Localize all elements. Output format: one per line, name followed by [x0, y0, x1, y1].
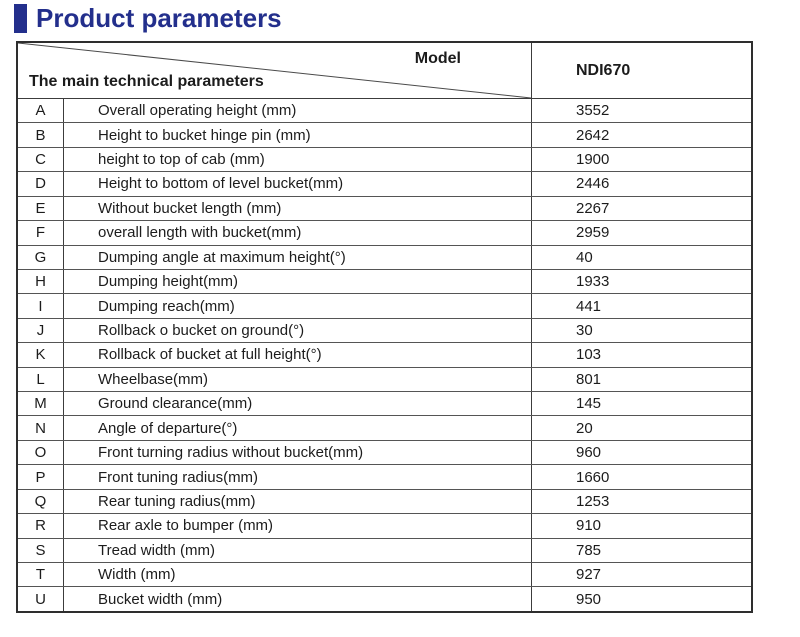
table-row: U Bucket width (mm) 950: [18, 586, 751, 611]
row-letter: I: [18, 294, 64, 318]
row-letter: L: [18, 367, 64, 392]
row-value: 30: [576, 322, 593, 339]
diagonal-divider-line: [18, 43, 531, 98]
row-value: 103: [576, 346, 602, 364]
row-label: Rear tuning radius(mm): [64, 489, 532, 514]
row-value: 1933: [576, 273, 610, 291]
table-body: A Overall operating height (mm) 3552 B H…: [18, 99, 751, 611]
table-row: K Rollback of bucket at full height(°) 1…: [18, 342, 751, 367]
row-value: 2267: [576, 199, 610, 217]
table-row: J Rollback o bucket on ground(°) 30: [18, 317, 751, 343]
table-row: D Height to bottom of level bucket(mm) 2…: [18, 171, 751, 196]
table-row: F overall length with bucket(mm) 2959: [18, 220, 751, 245]
row-label: Height to bucket hinge pin (mm): [64, 123, 532, 147]
row-label: Wheelbase(mm): [64, 367, 532, 392]
table-row: C height to top of cab (mm) 1900: [18, 146, 751, 172]
row-letter: J: [18, 318, 64, 343]
row-value: 801: [576, 370, 602, 388]
row-letter: T: [18, 563, 64, 587]
row-value: 145: [576, 395, 602, 413]
table-row: H Dumping height(mm) 1933: [18, 268, 751, 294]
row-label: Tread width (mm): [64, 538, 532, 563]
row-label: Rollback o bucket on ground(°): [64, 318, 532, 343]
row-letter: K: [18, 343, 64, 367]
row-value: 927: [576, 566, 602, 584]
row-value: 785: [576, 541, 602, 559]
row-letter: H: [18, 269, 64, 294]
row-value: 2642: [576, 126, 610, 144]
row-label: Angle of departure(°): [64, 416, 532, 440]
row-letter: M: [18, 392, 64, 416]
row-label: Overall operating height (mm): [64, 99, 532, 123]
row-label: Front tuning radius(mm): [64, 465, 532, 489]
table-header-row: Model The main technical parameters NDI6…: [18, 43, 751, 99]
row-label: Dumping angle at maximum height(°): [64, 245, 532, 269]
row-label: Bucket width (mm): [64, 587, 532, 611]
title-accent-bar-icon: [14, 3, 27, 33]
row-letter: B: [18, 123, 64, 147]
row-letter: P: [18, 465, 64, 489]
row-value: 1660: [576, 468, 610, 486]
header-params-label: The main technical parameters: [29, 73, 264, 90]
page-title: Product parameters: [36, 3, 282, 33]
row-label: Rollback of bucket at full height(°): [64, 343, 532, 367]
table-row: A Overall operating height (mm) 3552: [18, 99, 751, 123]
row-label: Rear axle to bumper (mm): [64, 514, 532, 538]
row-label: overall length with bucket(mm): [64, 221, 532, 245]
row-value: 960: [576, 444, 602, 462]
row-label: Without bucket length (mm): [64, 196, 532, 221]
row-letter: D: [18, 172, 64, 196]
row-value: 950: [576, 590, 602, 608]
row-letter: U: [18, 587, 64, 611]
row-letter: F: [18, 221, 64, 245]
row-letter: A: [18, 99, 64, 123]
row-label: height to top of cab (mm): [64, 147, 532, 172]
row-letter: S: [18, 538, 64, 563]
row-letter: R: [18, 514, 64, 538]
table-row: O Front turning radius without bucket(mm…: [18, 439, 751, 465]
row-value: 1253: [576, 492, 610, 510]
row-letter: O: [18, 440, 64, 465]
table-row: B Height to bucket hinge pin (mm) 2642: [18, 122, 751, 147]
page-header: Product parameters: [14, 3, 282, 33]
table-row: P Front tuning radius(mm) 1660: [18, 464, 751, 489]
header-model-value-cell: NDI670: [576, 61, 631, 79]
row-letter: Q: [18, 489, 64, 514]
row-letter: G: [18, 245, 64, 269]
table-row: Q Rear tuning radius(mm) 1253: [18, 488, 751, 514]
table-row: L Wheelbase(mm) 801: [18, 366, 751, 392]
table-row: N Angle of departure(°) 20: [18, 415, 751, 440]
row-label: Dumping reach(mm): [64, 294, 532, 318]
row-letter: E: [18, 196, 64, 221]
row-value: 441: [576, 297, 602, 315]
row-value: 20: [576, 419, 593, 437]
table-row: S Tread width (mm) 785: [18, 537, 751, 563]
row-value: 2959: [576, 224, 610, 242]
table-row: G Dumping angle at maximum height(°) 40: [18, 244, 751, 269]
row-value: 1900: [576, 151, 610, 169]
header-model-label: Model: [414, 50, 461, 67]
table-row: M Ground clearance(mm) 145: [18, 391, 751, 416]
row-letter: C: [18, 147, 64, 172]
row-label: Width (mm): [64, 563, 532, 587]
row-label: Height to bottom of level bucket(mm): [64, 172, 532, 196]
row-label: Dumping height(mm): [64, 269, 532, 294]
row-value: 40: [576, 248, 593, 266]
spec-table: Model The main technical parameters NDI6…: [16, 41, 753, 613]
row-value: 2446: [576, 175, 610, 193]
table-row: I Dumping reach(mm) 441: [18, 293, 751, 318]
row-value: 3552: [576, 102, 610, 120]
row-value: 910: [576, 517, 602, 535]
row-label: Front turning radius without bucket(mm): [64, 440, 532, 465]
row-letter: N: [18, 416, 64, 440]
table-row: T Width (mm) 927: [18, 562, 751, 587]
table-row: E Without bucket length (mm) 2267: [18, 195, 751, 221]
row-label: Ground clearance(mm): [64, 392, 532, 416]
header-corner-cell: Model The main technical parameters: [18, 43, 532, 98]
table-row: R Rear axle to bumper (mm) 910: [18, 513, 751, 538]
